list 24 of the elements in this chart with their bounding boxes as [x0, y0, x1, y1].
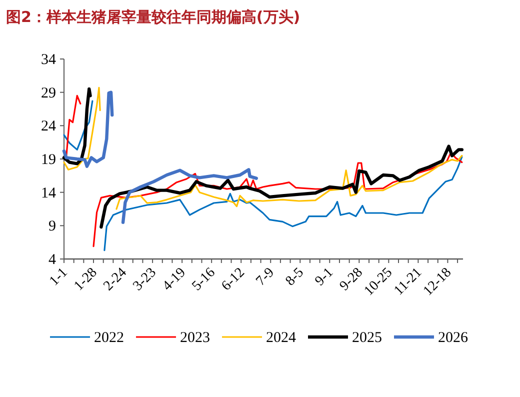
x-tick-label: 8-5	[283, 265, 307, 290]
legend-label: 2024	[266, 330, 296, 346]
legend-label: 2025	[352, 330, 382, 346]
y-tick-label: 9	[48, 218, 56, 235]
x-tick-label: 1-28	[72, 265, 100, 294]
y-tick-label: 14	[41, 185, 56, 202]
x-tick-label: 4-19	[160, 265, 189, 294]
x-tick-label: 9-1	[312, 265, 336, 290]
legend-label: 2023	[180, 330, 210, 346]
x-tick-label: 2-24	[101, 265, 130, 294]
y-tick-label: 4	[48, 252, 56, 268]
x-tick-label: 5-16	[190, 265, 218, 294]
x-tick-label: 9-28	[337, 265, 366, 294]
x-tick-label: 3-23	[130, 265, 160, 294]
y-tick-label: 29	[41, 85, 56, 102]
x-tick-label: 1-1	[47, 265, 71, 290]
y-tick-label: 24	[41, 118, 56, 135]
title: 图2：样本生猪屠宰量较往年同期偏高(万头)	[6, 8, 300, 26]
y-tick-label: 19	[41, 152, 56, 168]
x-tick-label: 6-12	[219, 265, 248, 294]
x-tick-label: 7-9	[254, 265, 278, 290]
legend-label: 2026	[438, 330, 468, 346]
legend-label: 2022	[94, 330, 124, 346]
y-tick-label: 34	[41, 52, 56, 68]
